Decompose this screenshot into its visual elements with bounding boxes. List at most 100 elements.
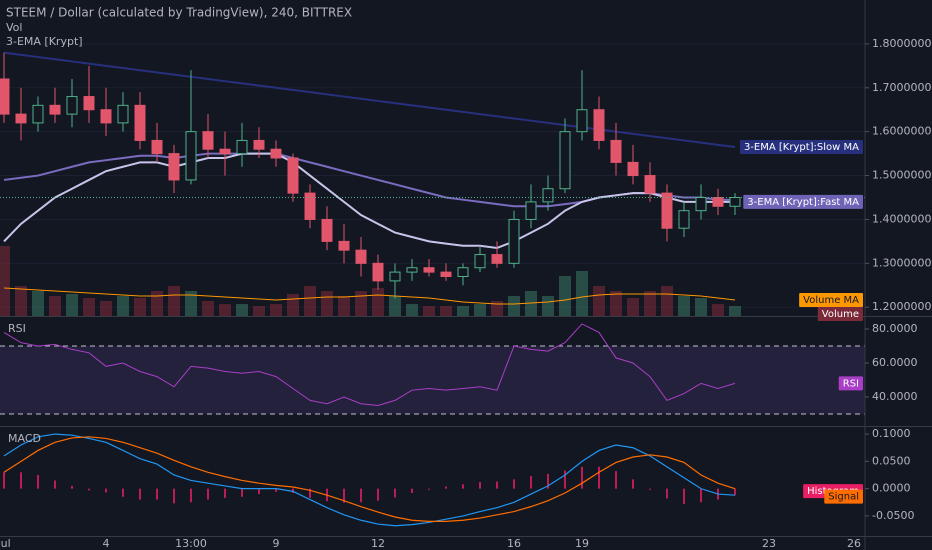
candle-body [253, 139, 265, 150]
series-label-box [824, 489, 863, 504]
series-label: Volume [822, 309, 859, 320]
chart-title: STEEM / Dollar (calculated by TradingVie… [6, 6, 352, 20]
y-tick-label: 0.0000 [872, 482, 911, 495]
histogram-bar [309, 488, 311, 498]
volume-bar [15, 286, 27, 316]
volume-bar [321, 291, 333, 316]
candle-body [389, 271, 401, 282]
histogram-bar [496, 481, 498, 489]
volume-bar [695, 298, 707, 316]
volume-bar [253, 306, 265, 316]
candle-body [15, 113, 27, 124]
y-tick-label: -0.0500 [872, 509, 914, 522]
histogram-bar [343, 488, 345, 503]
volume-bar [440, 306, 452, 316]
macd-line [3, 433, 736, 527]
volume-bar [372, 288, 384, 316]
volume-bar [678, 296, 690, 316]
volume-bar [542, 296, 554, 316]
volume-bar [304, 286, 316, 316]
series-label-box [817, 307, 863, 321]
candle-body [474, 254, 486, 269]
histogram-bar [241, 488, 243, 497]
volume-bar [168, 286, 180, 316]
rsi-line [3, 323, 736, 406]
histogram-bar [700, 488, 702, 503]
x-tick-label: 19 [575, 537, 589, 550]
volume-bar [729, 306, 741, 316]
candle-body [729, 197, 741, 207]
volume-bar [338, 296, 350, 316]
histogram-bar [411, 488, 413, 493]
volume-bar [202, 301, 214, 316]
volume-bar [0, 246, 10, 316]
candle-body [712, 197, 724, 207]
histogram-bar [224, 488, 226, 498]
series-label-box [799, 293, 863, 307]
volume-bar [185, 291, 197, 316]
series-label-box [838, 376, 863, 391]
candle-body [661, 192, 673, 229]
volume-bar [491, 301, 503, 316]
candle-body [644, 175, 656, 194]
histogram-bar [105, 488, 107, 493]
y-tick-label: 1.30000000 [872, 256, 932, 269]
candle-body [287, 157, 299, 194]
candle-body [491, 254, 503, 264]
volume-bar [219, 304, 231, 316]
histogram-bar [513, 479, 515, 489]
candle-body [304, 192, 316, 220]
histogram-bar [462, 484, 464, 489]
volume-bar [423, 306, 435, 316]
volume-bar [100, 301, 112, 316]
candle-body [117, 104, 129, 124]
volume-bar [66, 294, 78, 316]
candle-body [559, 131, 571, 190]
histogram-bar [20, 472, 22, 489]
histogram-bar [360, 488, 362, 503]
y-tick-label: 1.20000000 [872, 300, 932, 313]
candle-body [576, 109, 588, 133]
volume-bar [134, 298, 146, 316]
histogram-bar [173, 488, 175, 504]
histogram-bar [683, 488, 685, 504]
candle-body [168, 153, 180, 181]
ema-line [3, 51, 736, 149]
y-tick-label: 60.0000 [872, 356, 918, 369]
volume-bar [151, 291, 163, 316]
volume-bar [457, 306, 469, 316]
histogram-bar [598, 466, 600, 489]
series-label: 3-EMA [Krypt]:Slow MA [744, 142, 859, 153]
volume-bar [389, 296, 401, 316]
volume-bar [236, 304, 248, 316]
volume-bar [508, 296, 520, 316]
candle-body [440, 271, 452, 278]
histogram-bar [275, 488, 277, 492]
volume-bar [627, 298, 639, 316]
x-tick-label: 4 [103, 537, 110, 550]
candle-body [83, 96, 95, 111]
series-label-box [743, 194, 863, 209]
histogram-bar [666, 488, 668, 499]
histogram-bar [122, 488, 124, 497]
candle-body [321, 218, 333, 242]
rsi-band [0, 346, 865, 414]
histogram-bar [632, 479, 634, 489]
x-tick-label: 12 [371, 537, 385, 550]
macd-title: MACD [8, 432, 41, 445]
candle-body [627, 161, 639, 177]
histogram-bar [649, 488, 651, 490]
y-tick-label: 1.80000000 [872, 37, 932, 50]
histogram-bar [377, 488, 379, 501]
candle-body [32, 104, 44, 124]
volume-bar [576, 271, 588, 316]
volume-bar [117, 296, 129, 316]
volume-bar [270, 304, 282, 316]
candle-body [49, 104, 61, 115]
histogram-bar [54, 480, 56, 489]
candle-body [338, 240, 350, 251]
histogram-bar [581, 466, 583, 489]
volume-bar [474, 304, 486, 316]
candle-body [593, 109, 605, 141]
